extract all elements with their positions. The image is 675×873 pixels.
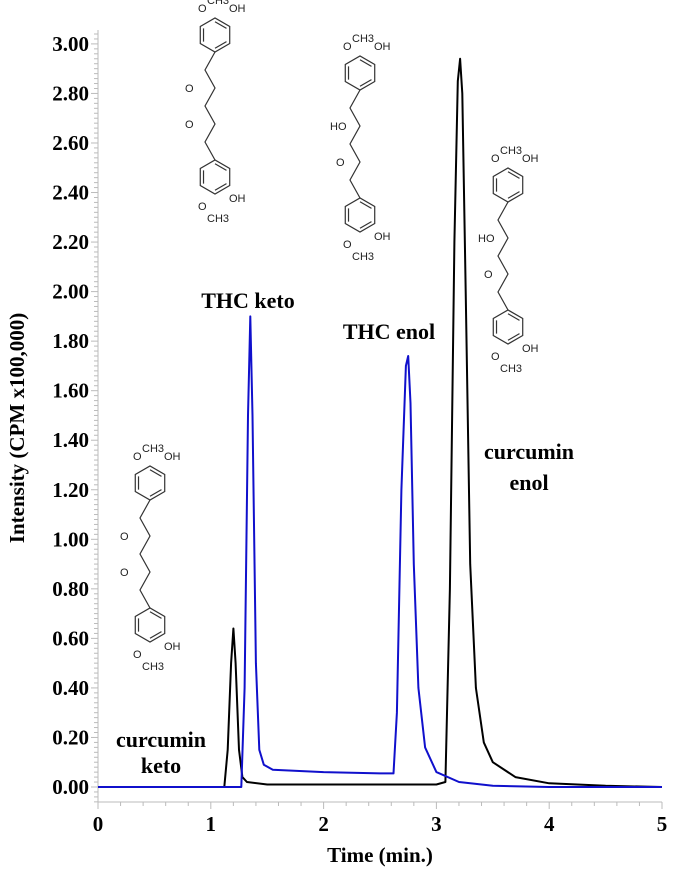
svg-text:CH3: CH3 [352, 33, 374, 45]
label-thc-enol: THC enol [343, 319, 435, 344]
y-tick-label: 0.40 [52, 676, 89, 700]
label-thc-keto: THC keto [201, 288, 295, 313]
svg-text:O: O [343, 239, 352, 251]
y-tick-label: 2.20 [52, 230, 89, 254]
svg-text:O: O [185, 119, 194, 131]
y-tick-label: 3.00 [52, 32, 89, 56]
svg-text:O: O [491, 351, 500, 363]
chemical-structures: OCH3OHOOOOHCH3OCH3OHHOOOOHCH3OCH3OHHOOOO… [120, 0, 539, 673]
y-tick-label: 0.80 [52, 577, 89, 601]
svg-text:O: O [336, 157, 345, 169]
series-thc-line [98, 315, 662, 788]
y-tick-label: 1.40 [52, 428, 89, 452]
y-tick-label: 2.00 [52, 280, 89, 304]
svg-text:CH3: CH3 [500, 363, 522, 375]
svg-text:OH: OH [229, 3, 246, 15]
y-tick-label: 2.60 [52, 131, 89, 155]
x-tick-label: 3 [431, 812, 442, 836]
svg-text:OH: OH [522, 343, 539, 355]
svg-text:O: O [185, 83, 194, 95]
y-tick-label: 2.80 [52, 81, 89, 105]
svg-text:O: O [343, 41, 352, 53]
series-curcumin-line [98, 57, 663, 788]
svg-text:O: O [133, 451, 142, 463]
y-tick-label: 2.40 [52, 181, 89, 205]
svg-text:O: O [120, 567, 129, 579]
svg-text:OH: OH [374, 41, 391, 53]
svg-text:OH: OH [164, 451, 181, 463]
axes: 0.00 0.20 0.40 0.60 0.80 1.00 1.20 1.40 1.60 1.80… [52, 30, 667, 836]
svg-text:O: O [120, 531, 129, 543]
svg-text:HO: HO [478, 233, 495, 245]
x-axis-title: Time (min.) [327, 843, 433, 867]
svg-text:HO: HO [330, 121, 347, 133]
label-curcumin-keto-2: keto [141, 753, 181, 778]
y-tick-label: 1.80 [52, 329, 89, 353]
y-tick-label: 0.60 [52, 626, 89, 650]
svg-text:O: O [491, 153, 500, 165]
svg-text:CH3: CH3 [352, 251, 374, 263]
label-curcumin-keto: curcumin [116, 727, 206, 752]
svg-text:CH3: CH3 [207, 0, 229, 7]
svg-text:OH: OH [229, 193, 246, 205]
svg-text:O: O [484, 269, 493, 281]
y-tick-label: 1.60 [52, 379, 89, 403]
x-tick-label: 0 [93, 812, 104, 836]
x-tick-label: 4 [544, 812, 555, 836]
svg-text:O: O [198, 3, 207, 15]
svg-text:OH: OH [522, 153, 539, 165]
y-tick-label: 0.20 [52, 725, 89, 749]
svg-text:CH3: CH3 [500, 145, 522, 157]
svg-text:CH3: CH3 [142, 443, 164, 455]
label-curcumin-enol-2: enol [509, 470, 548, 495]
svg-text:OH: OH [374, 231, 391, 243]
svg-text:O: O [133, 649, 142, 661]
y-axis-title: Intensity (CPM x100,000) [5, 313, 29, 543]
x-tick-label: 2 [318, 812, 329, 836]
svg-text:OH: OH [164, 641, 181, 653]
label-curcumin-enol: curcumin [484, 439, 574, 464]
y-tick-label: 1.00 [52, 527, 89, 551]
x-tick-label: 1 [206, 812, 217, 836]
y-tick-label: 0.00 [52, 775, 89, 799]
series-group [98, 57, 663, 788]
y-tick-label: 1.20 [52, 478, 89, 502]
svg-text:O: O [198, 201, 207, 213]
svg-text:CH3: CH3 [207, 213, 229, 225]
svg-text:CH3: CH3 [142, 661, 164, 673]
x-tick-label: 5 [657, 812, 668, 836]
